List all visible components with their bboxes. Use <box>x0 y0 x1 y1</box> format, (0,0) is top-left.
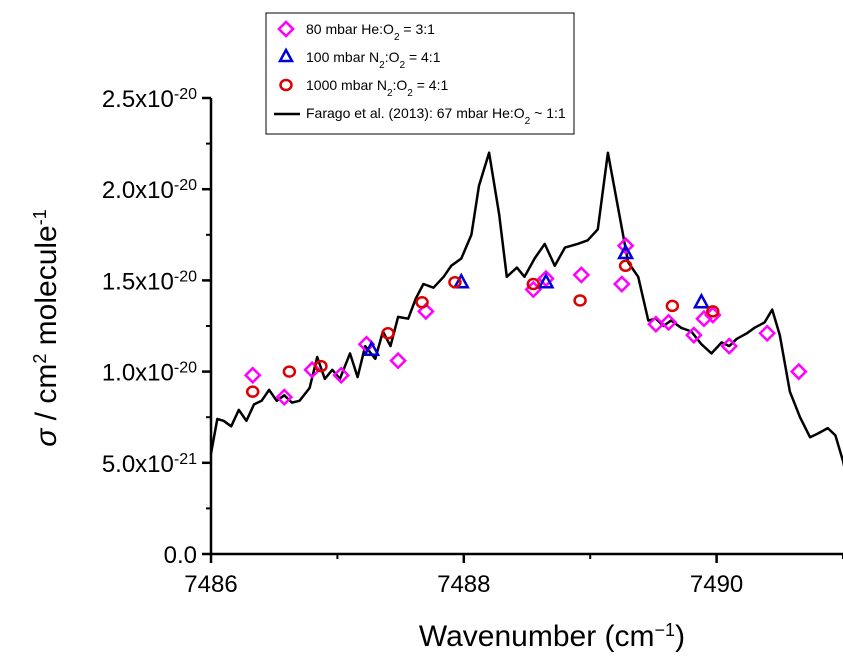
legend: 80 mbar He:O2 = 3:1 100 mbar N2:O2 = 4:1… <box>265 12 575 135</box>
data-point-diamond <box>612 275 631 293</box>
line-layer <box>209 151 843 467</box>
legend-label: 80 mbar He:O2 = 3:1 <box>306 21 435 43</box>
data-point-triangle <box>692 292 711 309</box>
legend-entry-n2-o2-100mbar: 100 mbar N2:O2 = 4:1 <box>277 47 441 71</box>
legend-entry-n2-o2-1000mbar: 1000 mbar N2:O2 = 4:1 <box>279 77 448 99</box>
y-tick-label: 1.5x10-20 <box>102 268 197 296</box>
data-point-circle <box>618 259 633 273</box>
y-tick-label: 2.5x10-20 <box>102 86 197 114</box>
axes: 0.0 5.0x10-21 1.0x10-20 1.5x10-20 2.0x10-20 2… <box>102 86 843 598</box>
x-tick-label: 7490 <box>690 571 743 598</box>
data-point-triangle <box>616 243 635 260</box>
data-point-circle <box>282 365 297 378</box>
series-line-farago-2013 <box>209 151 843 467</box>
data-point-diamond <box>720 337 739 355</box>
legend-circle-marker <box>279 78 293 92</box>
legend-entry-he-o2-80mbar: 80 mbar He:O2 = 3:1 <box>277 20 435 43</box>
data-point-diamond <box>275 388 294 406</box>
data-point-diamond <box>685 326 703 344</box>
marker-layer <box>243 236 808 406</box>
data-point-diamond <box>647 315 665 334</box>
data-point-circle <box>706 305 720 318</box>
data-point-circle <box>573 294 587 307</box>
legend-label: Farago et al. (2013): 67 mbar He:O2 ~ 1:… <box>306 105 566 127</box>
data-point-diamond <box>572 266 591 284</box>
data-point-diamond <box>389 351 407 370</box>
x-tick-label: 7486 <box>184 571 237 598</box>
data-point-diamond <box>524 280 543 299</box>
legend-label: 1000 mbar N2:O2 = 4:1 <box>306 77 448 99</box>
data-point-diamond <box>332 366 351 385</box>
data-point-circle <box>415 296 429 309</box>
data-point-circle <box>381 327 395 340</box>
legend-entry-farago-2013: Farago et al. (2013): 67 mbar He:O2 ~ 1:… <box>274 105 566 127</box>
data-point-circle <box>665 299 680 313</box>
x-axis-title: Wavenumber (cm−1) <box>419 620 685 653</box>
data-point-circle <box>526 277 541 291</box>
data-point-circle <box>245 385 260 398</box>
y-tick-label: 0.0 <box>164 542 197 569</box>
y-axis-title: σ / cm2 molecule-1 <box>30 209 63 447</box>
x-tick-label: 7488 <box>437 571 490 598</box>
data-point-diamond <box>703 306 722 324</box>
data-point-diamond <box>659 313 678 332</box>
legend-box <box>265 12 575 135</box>
legend-label: 100 mbar N2:O2 = 4:1 <box>306 49 441 71</box>
data-point-diamond <box>243 366 262 385</box>
data-point-diamond <box>758 324 776 343</box>
data-point-circle <box>448 275 462 289</box>
y-tick-label: 2.0x10-20 <box>102 177 197 205</box>
data-point-circle <box>314 359 328 373</box>
legend-diamond-marker <box>277 20 295 38</box>
data-point-triangle <box>452 272 470 289</box>
y-tick-label: 1.0x10-20 <box>102 359 197 387</box>
data-point-diamond <box>616 236 635 255</box>
data-point-triangle <box>537 272 555 289</box>
data-point-triangle <box>362 340 381 356</box>
data-point-diamond <box>789 362 808 381</box>
y-tick-label: 5.0x10-21 <box>102 450 197 478</box>
legend-triangle-marker <box>277 47 295 63</box>
